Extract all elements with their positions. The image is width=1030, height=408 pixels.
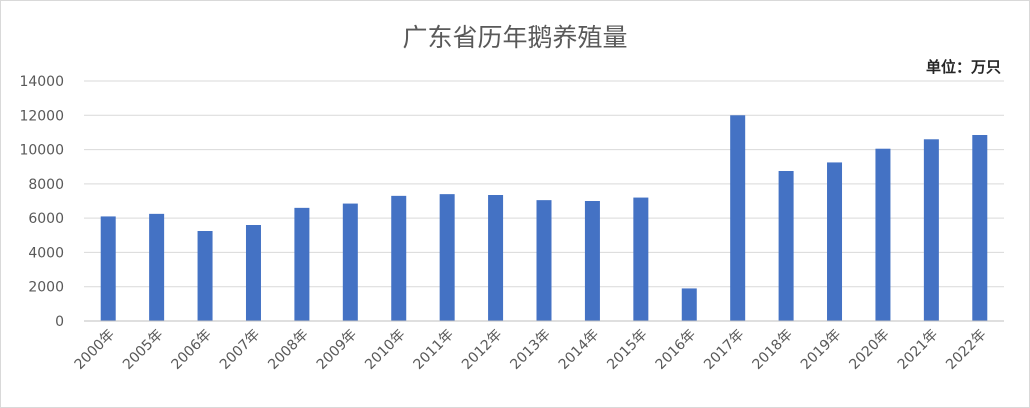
bar (778, 171, 794, 321)
x-tick-label: 2011年 (411, 327, 457, 373)
bars (100, 115, 988, 322)
y-tick-label: 2000 (28, 280, 64, 296)
bar (633, 197, 649, 321)
chart-title: 广东省历年鹅养殖量 (402, 23, 627, 52)
bar (875, 148, 891, 321)
x-tick-label: 2006年 (168, 327, 214, 373)
x-tick-label: 2013年 (507, 327, 553, 373)
y-tick-label: 8000 (28, 177, 64, 193)
x-tick-label: 2018年 (750, 327, 796, 373)
bar (730, 115, 746, 322)
x-tick-label: 2009年 (314, 327, 360, 373)
x-tick-label: 2000年 (72, 327, 118, 373)
bar (100, 216, 116, 321)
bar (488, 195, 504, 321)
x-tick-label: 2019年 (798, 327, 844, 373)
unit-label: 单位：万只 (926, 58, 1001, 76)
bar (536, 200, 552, 321)
y-tick-label: 4000 (28, 245, 64, 261)
bar (681, 288, 697, 321)
bar (827, 162, 843, 321)
x-tick-label: 2010年 (362, 327, 408, 373)
x-tick-label: 2007年 (217, 327, 263, 373)
x-tick-label: 2016年 (653, 327, 699, 373)
bar (584, 201, 600, 321)
bar (149, 213, 165, 321)
y-tick-label: 12000 (19, 108, 64, 124)
x-tick-label: 2012年 (459, 327, 505, 373)
bar (294, 207, 310, 321)
bar (391, 195, 407, 321)
x-tick-label: 2015年 (604, 327, 650, 373)
bar (245, 225, 261, 321)
bar (923, 139, 939, 321)
x-tick-label: 2005年 (120, 327, 166, 373)
y-tick-label: 0 (55, 314, 64, 330)
x-tick-label: 2017年 (701, 327, 747, 373)
x-tick-label: 2008年 (265, 327, 311, 373)
y-tick-label: 14000 (19, 74, 64, 90)
bar (972, 135, 988, 321)
bar (197, 231, 213, 321)
y-tick-label: 6000 (28, 211, 64, 227)
x-tick-label: 2020年 (846, 327, 892, 373)
x-tick-label: 2022年 (943, 327, 989, 373)
x-tick-label: 2021年 (895, 327, 941, 373)
y-tick-label: 10000 (19, 143, 64, 159)
y-axis-ticks: 0 2000 4000 6000 8000 10000 12000 14000 (19, 74, 64, 330)
x-axis-ticks: 2000年 2005年 2006年 2007年 2008年 2009年 2010年 2011年… (72, 327, 990, 373)
x-tick-label: 2014年 (556, 327, 602, 373)
bar (342, 203, 358, 321)
bar (439, 194, 455, 321)
